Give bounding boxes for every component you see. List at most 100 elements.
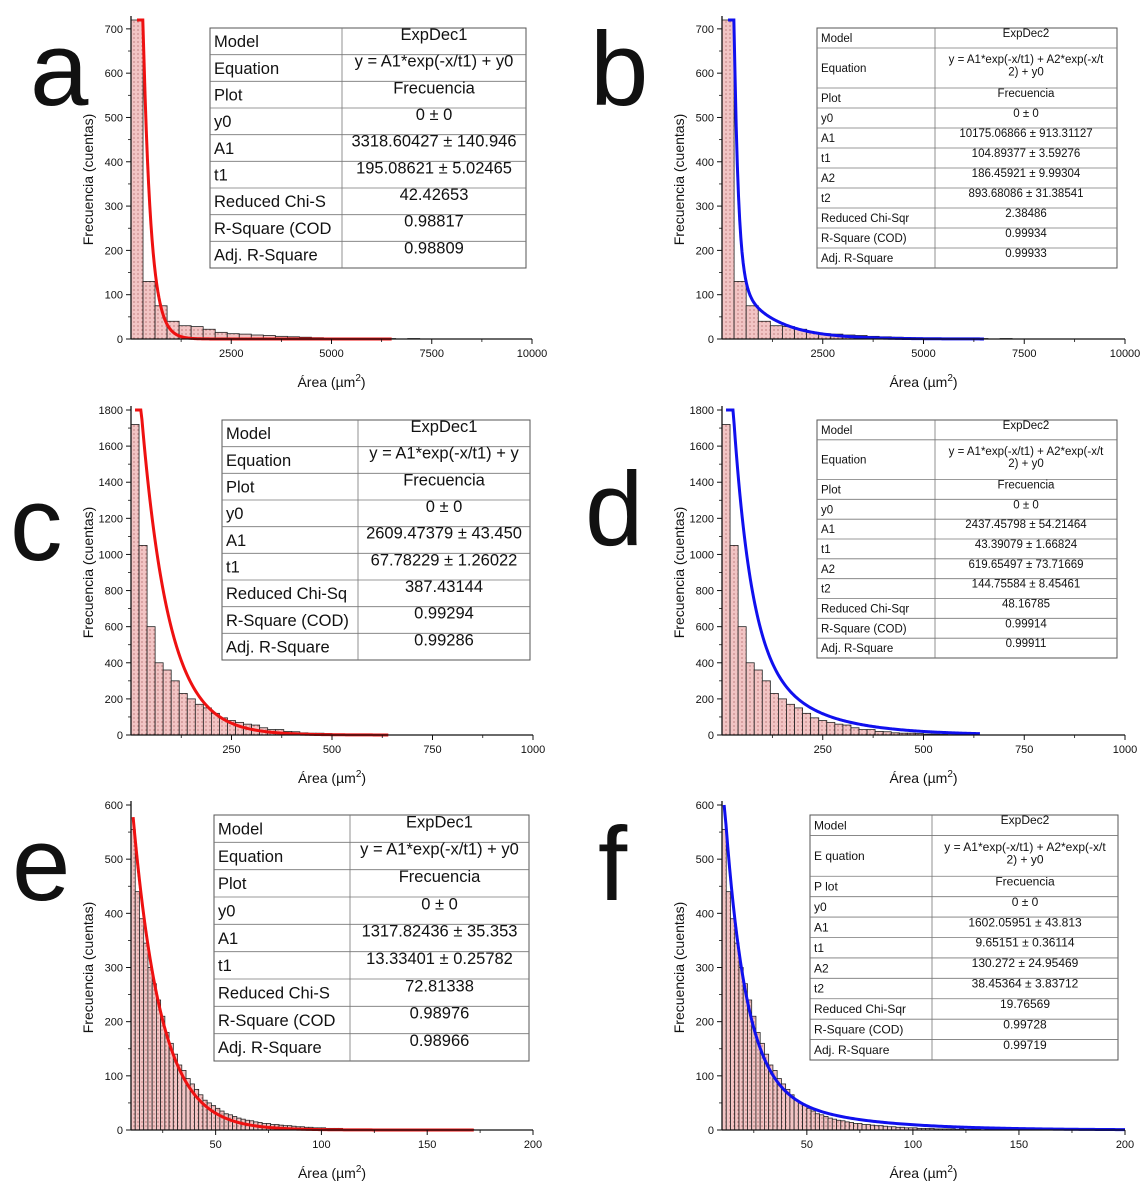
histogram-bar [761,680,771,736]
histogram-bar [729,545,739,736]
histogram-bar [134,891,140,1131]
histogram-bar [194,703,204,736]
table-row-value: 2437.45798 ± 54.21464 [965,519,1087,531]
table-row-value: 0.98966 [410,1032,470,1050]
table-row-label: Equation [821,63,866,75]
table-row-value: ExpDec1 [411,418,478,436]
table-row-value: 1602.05951 ± 43.813 [968,915,1082,929]
table-row-value: 38.45364 ± 3.83712 [972,977,1079,991]
table-row-value: 0 ± 0 [416,106,453,124]
histogram-bar [730,918,736,1131]
table-row-label: Plot [218,875,247,893]
table-row-label: Model [814,818,847,832]
x-axis-label-main: Área (µm [298,1165,356,1181]
table-row-value: 186.45921 ± 9.99304 [972,168,1081,180]
y-ticks: 0 200 400 600 800 1000 1200 1400 1600 1800 [690,405,722,742]
table-row-value: 1317.82436 ± 35.353 [362,923,518,941]
table-row-value: 0.99911 [1006,638,1047,650]
table-row-value: ExpDec2 [1001,813,1050,827]
histogram-bar [757,320,771,340]
table-row-value: 0.99933 [1005,248,1047,260]
histogram-bar [819,1114,825,1131]
table-row-label: t1 [214,166,228,184]
histogram-bar [842,724,852,736]
histogram-bar [139,918,145,1131]
table-row-label: t1 [814,941,824,955]
table-row-value: 0 ± 0 [426,498,463,516]
table-row-value: 42.42653 [400,186,469,204]
x-tick-label: 750 [423,744,441,756]
histogram-bar [827,1117,833,1131]
y-tick-label: 500 [696,854,714,866]
table-row-label: t2 [821,584,831,596]
x-axis-label-tail: ) [361,374,366,390]
table-row-label: A2 [821,173,835,185]
y-tick-label: 1200 [99,513,123,525]
x-tick-label: 7500 [420,348,444,360]
y-ticks: 0 100 200 300 400 500 600 700 [105,24,131,346]
panel-letter: f [598,806,628,923]
y-axis-label: Frecuencia (cuentas) [671,902,687,1034]
y-tick-label: 1000 [99,549,123,561]
table-row-label: A2 [814,961,829,975]
x-axis-label-main: Área (µm [297,374,355,390]
table-row-label: R-Square (COD) [821,233,907,245]
histogram-bar [858,729,868,736]
x-axis-label-tail: ) [361,770,366,786]
histogram-bar [823,1116,829,1131]
table-row-label: Adj. R-Square [214,246,318,264]
fit-results-table: Model ExpDec1 Equation y = A1*exp(-x/t1) + … [213,813,530,1062]
y-tick-label: 100 [696,290,714,302]
table-row-label: Plot [821,93,842,105]
y-ticks: 0 100 200 300 400 500 600 700 [696,24,722,346]
table-row-value: 72.81338 [405,977,474,995]
histogram-bar [151,983,157,1131]
table-row-label: A1 [821,133,835,145]
table-row-label: Model [226,425,271,443]
histogram-bar [861,1124,867,1131]
table-row-label: Equation [214,60,279,78]
table-row-label: R-Square (COD [214,220,331,238]
histogram-bar [865,1124,871,1131]
histogram-bar [130,424,140,736]
histogram-bar [745,662,755,736]
x-axis-label-tail: ) [953,1165,958,1181]
fit-curve [726,408,980,736]
table-row-label: Reduced Chi-Sqr [814,1002,906,1016]
y-tick-label: 400 [696,658,714,670]
histogram-bar [793,1099,799,1131]
histogram-bar [753,669,763,736]
x-tick-label: 50 [801,1139,813,1151]
panel-letter: b [590,11,648,128]
table-row-label: Model [218,820,263,838]
table-row-label: P lot [814,880,838,894]
y-tick-label: 0 [117,334,123,346]
histogram-bar [853,1123,859,1131]
table-row-label: Adj. R-Square [821,253,893,265]
histogram-bar [806,1107,812,1131]
histogram-bar [745,305,759,340]
x-axis-label-sup: 2 [947,769,953,780]
x-tick-label: 10000 [517,348,548,360]
histogram-bar [814,1113,820,1131]
x-ticks: 50 100 150 200 [753,1130,1134,1151]
y-tick-label: 200 [696,694,714,706]
x-tick-label: 5000 [911,348,935,360]
y-tick-label: 300 [696,963,714,975]
table-row-label: A1 [814,920,829,934]
table-row-label: Plot [214,86,243,104]
table-row-label: Reduced Chi-S [214,193,326,211]
y-axis-label: Frecuencia (cuentas) [671,507,687,639]
table-row-label: A2 [821,564,835,576]
x-axis-label-tail: ) [953,374,958,390]
table-row-label: Model [821,425,852,437]
table-row-value: Frecuencia [995,874,1055,888]
x-axis-label-main: Área (µm [889,770,947,786]
table-row-label: Reduced Chi-S [218,984,330,1002]
histogram-bar [147,967,153,1131]
x-axis-label-main: Área (µm [889,1165,947,1181]
y-tick-label: 100 [696,1071,714,1083]
histogram-bar [786,703,795,736]
table-row-label: Reduced Chi-Sqr [821,213,909,225]
table-row-value: 0 ± 0 [1013,108,1039,120]
